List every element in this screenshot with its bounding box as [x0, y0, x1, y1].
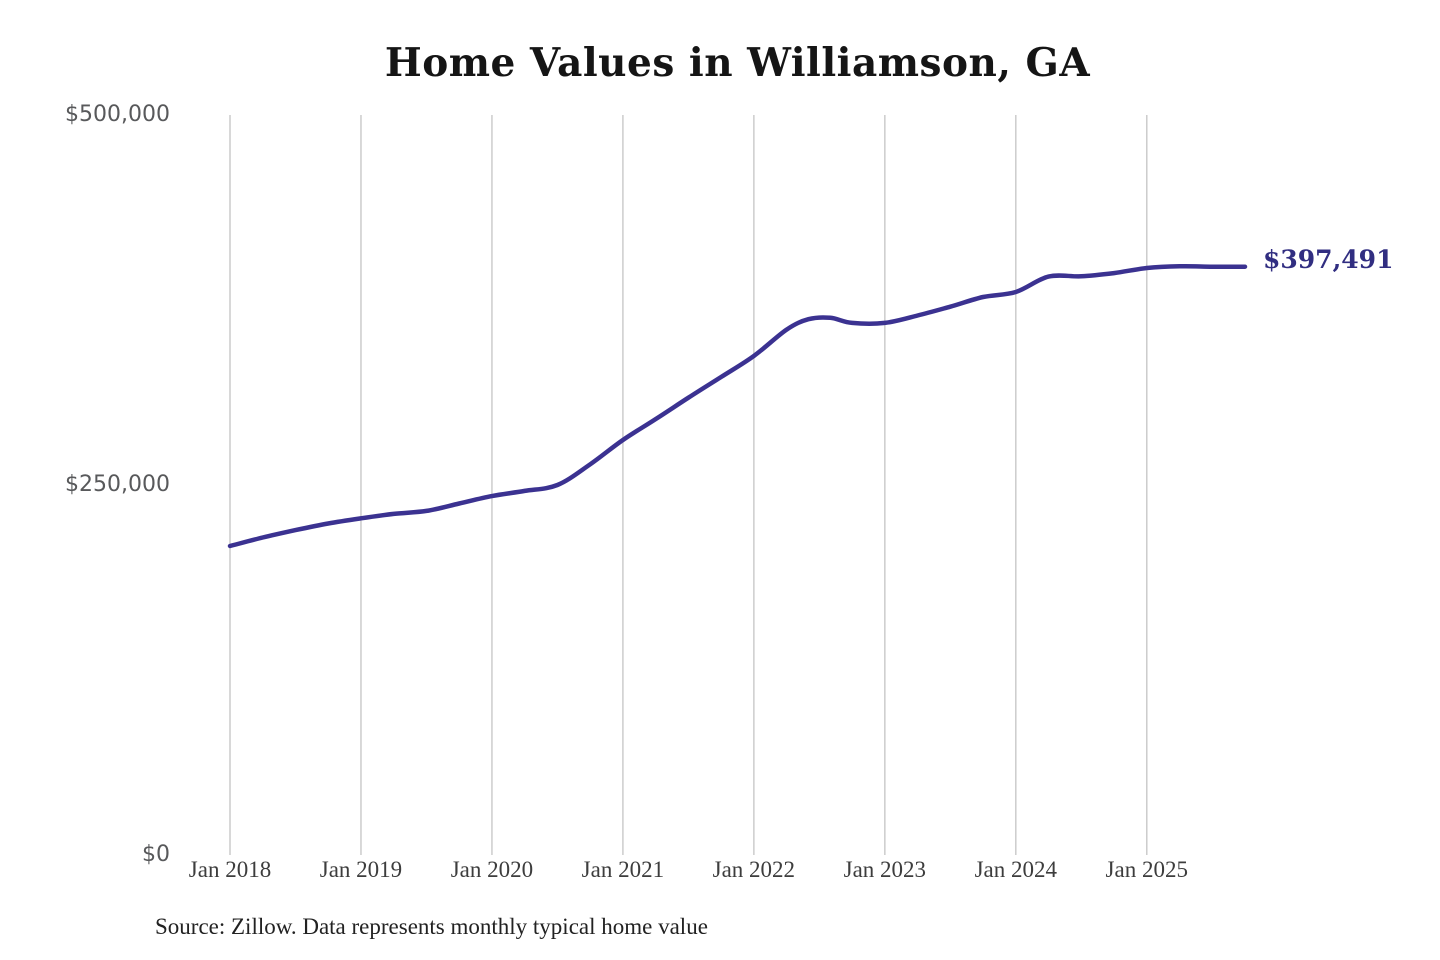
y-axis-tick-label-250k: $250,000 — [65, 472, 170, 497]
end-value-label: $397,491 — [1263, 245, 1394, 274]
chart-title: Home Values in Williamson, GA — [384, 40, 1091, 86]
plot-area — [227, 115, 1248, 855]
x-axis-tick-label-jan-2023: Jan 2023 — [843, 857, 927, 882]
x-axis-tick-label-jan-2025: Jan 2025 — [1105, 857, 1188, 882]
y-axis-tick-label-0: $0 — [142, 842, 170, 867]
x-axis-tick-label-jan-2022: Jan 2022 — [712, 857, 796, 882]
home-value-line — [227, 263, 1248, 549]
vertical-gridlines — [229, 115, 1148, 855]
x-axis-tick-label-jan-2024: Jan 2024 — [974, 857, 1058, 882]
y-axis-tick-label-500k: $500,000 — [65, 102, 170, 127]
x-axis-tick-label-jan-2020: Jan 2020 — [450, 857, 534, 882]
x-axis-tick-label-jan-2018: Jan 2018 — [188, 857, 272, 882]
x-axis-tick-label-jan-2021: Jan 2021 — [581, 857, 665, 882]
x-axis-tick-label-jan-2019: Jan 2019 — [319, 857, 403, 882]
source-note: Source: Zillow. Data represents monthly … — [155, 914, 708, 939]
